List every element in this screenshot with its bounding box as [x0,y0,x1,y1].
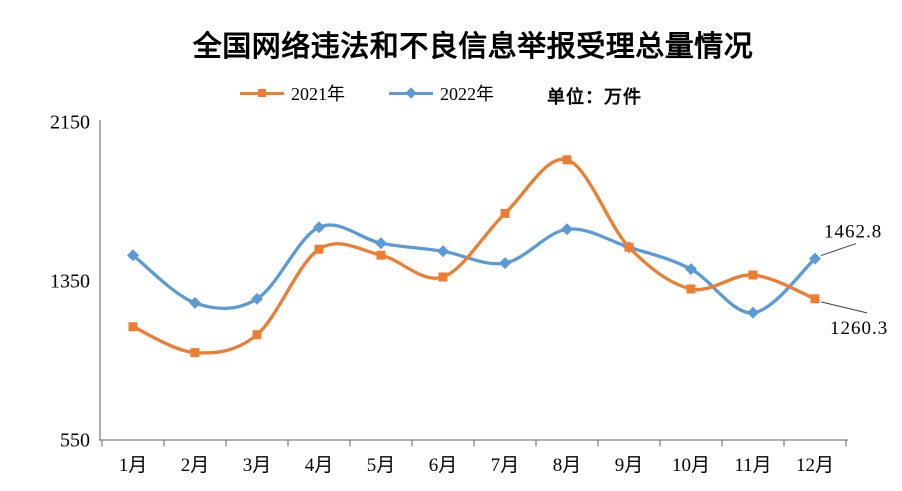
legend-label-2022: 2022年 [440,84,494,104]
data-point-square-2021年 [376,250,386,260]
legend-item-2022: 2022年 [389,82,494,104]
legend-item-2021: 2021年 [240,82,345,104]
data-point-diamond-2022年 [127,249,139,262]
unit-label: 单位：万件 [547,87,642,107]
legend-square-marker-icon [240,87,284,99]
x-axis-label: 5月 [367,455,396,476]
x-axis-label: 12月 [796,455,834,476]
data-point-square-2021年 [500,208,510,218]
data-point-square-2021年 [624,242,634,252]
data-point-diamond-2022年 [685,263,697,276]
data-point-diamond-2022年 [499,257,511,270]
legend-label-2021: 2021年 [291,84,345,104]
x-axis-label: 7月 [491,455,520,476]
data-point-diamond-2022年 [437,245,449,258]
data-point-square-2021年 [190,348,200,358]
y-axis-label: 1350 [50,271,90,293]
x-axis-label: 3月 [243,455,272,476]
data-point-square-2021年 [252,330,262,340]
data-point-diamond-2022年 [189,296,201,309]
data-point-square-2021年 [810,294,820,304]
x-axis-label: 6月 [429,455,458,476]
y-axis-label: 550 [60,430,90,452]
x-axis-label: 9月 [615,455,644,476]
x-axis-label: 8月 [553,455,582,476]
y-axis-label: 2150 [50,112,90,134]
annotation-leader-line [820,301,868,314]
data-point-diamond-2022年 [313,221,325,234]
data-point-square-2021年 [686,284,696,294]
data-point-square-2021年 [438,272,448,282]
x-axis-label: 10月 [672,455,710,476]
data-point-diamond-2022年 [375,237,387,250]
x-axis-label: 4月 [305,455,334,476]
x-axis-label: 1月 [119,455,148,476]
chart-title: 全国网络违法和不良信息举报受理总量情况 [192,31,754,63]
data-label: 1462.8 [824,222,882,243]
legend-diamond-marker-icon [389,87,433,99]
data-point-diamond-2022年 [561,223,573,236]
square-marker-icon [258,89,266,97]
data-point-square-2021年 [562,155,572,165]
data-point-diamond-2022年 [251,292,263,305]
x-axis-label: 11月 [734,455,771,476]
data-point-square-2021年 [314,244,324,254]
annotation-leader-line [820,243,857,257]
x-axis-label: 2月 [181,455,210,476]
data-point-diamond-2022年 [809,252,821,265]
data-point-square-2021年 [128,322,138,332]
data-point-diamond-2022年 [747,306,759,319]
data-point-square-2021年 [748,270,758,280]
series-line-2022年 [131,223,817,315]
series-line-2021年 [131,157,817,355]
data-label: 1260.3 [830,318,888,339]
